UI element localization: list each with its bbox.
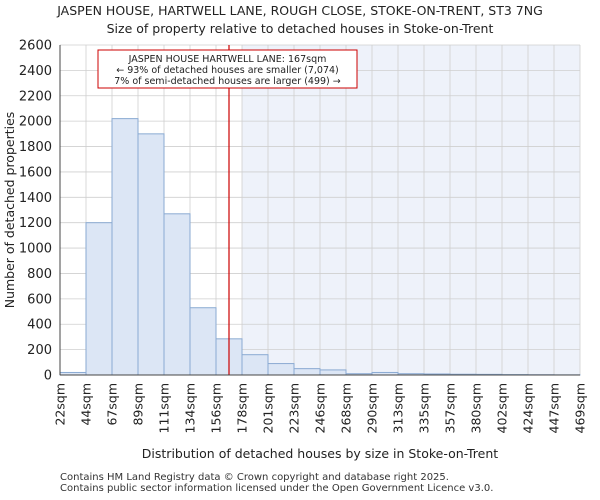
x-tick-label: 246sqm	[313, 383, 328, 433]
histogram-bar	[85, 222, 113, 376]
y-tick-label: 1400	[19, 191, 52, 206]
annotation-smaller: ← 93% of detached houses are smaller (7,…	[116, 65, 339, 76]
footer-licence: Contains public sector information licen…	[60, 483, 494, 494]
y-tick-label: 1200	[19, 216, 52, 231]
y-tick-label: 800	[27, 267, 52, 282]
y-tick-label: 600	[27, 292, 52, 307]
highlight-region	[242, 45, 580, 375]
y-tick-label: 1600	[19, 165, 52, 180]
x-axis-ticks: 22sqm 44sqm 67sqm 89sqm 111sqm 134sqm 156sqm 17…	[53, 383, 588, 433]
x-tick-label: 223sqm	[287, 383, 302, 433]
y-tick-label: 2000	[19, 115, 52, 130]
x-tick-label: 111sqm	[157, 383, 172, 433]
y-axis-ticks: 0 200 400 600 800 1000 1200 1400 1600 1800 2000 220…	[19, 39, 52, 384]
y-tick-label: 2600	[19, 39, 52, 54]
x-tick-label: 290sqm	[365, 383, 380, 433]
x-tick-label: 67sqm	[105, 383, 120, 426]
x-tick-label: 44sqm	[79, 383, 94, 426]
annotation-title: JASPEN HOUSE HARTWELL LANE: 167sqm	[128, 54, 327, 65]
y-tick-label: 2200	[19, 89, 52, 104]
histogram-bar	[189, 307, 217, 376]
x-tick-label: 268sqm	[339, 383, 354, 433]
y-tick-label: 400	[27, 318, 52, 333]
x-tick-label: 134sqm	[183, 383, 198, 433]
y-tick-label: 1000	[19, 242, 52, 257]
histogram-bar	[137, 133, 165, 376]
marker-annotation: JASPEN HOUSE HARTWELL LANE: 167sqm ← 93%…	[97, 49, 358, 89]
x-tick-label: 89sqm	[131, 383, 146, 426]
x-tick-label: 335sqm	[417, 383, 432, 433]
annotation-box	[97, 49, 358, 89]
footer-copyright: Contains HM Land Registry data © Crown c…	[60, 472, 449, 483]
y-tick-label: 200	[27, 343, 52, 358]
chart-subtitle: Size of property relative to detached ho…	[106, 21, 494, 36]
x-tick-label: 313sqm	[391, 383, 406, 433]
histogram-bar	[267, 363, 295, 376]
histogram-bar	[293, 368, 321, 376]
y-tick-label: 2400	[19, 64, 52, 79]
x-tick-label: 156sqm	[209, 383, 224, 433]
y-tick-label: 0	[44, 369, 52, 384]
chart-title: JASPEN HOUSE, HARTWELL LANE, ROUGH CLOSE…	[57, 3, 543, 18]
x-tick-label: 201sqm	[261, 383, 276, 433]
histogram-bar	[319, 369, 347, 376]
x-tick-label: 447sqm	[547, 383, 562, 433]
x-axis-label: Distribution of detached houses by size …	[142, 446, 498, 461]
x-tick-label: 424sqm	[521, 383, 536, 433]
bars	[59, 118, 581, 376]
histogram-bar	[241, 354, 269, 376]
x-tick-label: 402sqm	[495, 383, 510, 433]
histogram-bar	[163, 213, 191, 376]
x-tick-label: 380sqm	[469, 383, 484, 433]
histogram-bar	[111, 118, 139, 376]
y-tick-label: 1800	[19, 140, 52, 155]
y-axis-label: Number of detached properties	[2, 112, 17, 309]
annotation-larger: 7% of semi-detached houses are larger (4…	[114, 76, 341, 87]
x-tick-label: 178sqm	[235, 383, 250, 433]
x-tick-label: 469sqm	[573, 383, 588, 433]
x-tick-label: 357sqm	[443, 383, 458, 433]
x-tick-label: 22sqm	[53, 383, 68, 426]
